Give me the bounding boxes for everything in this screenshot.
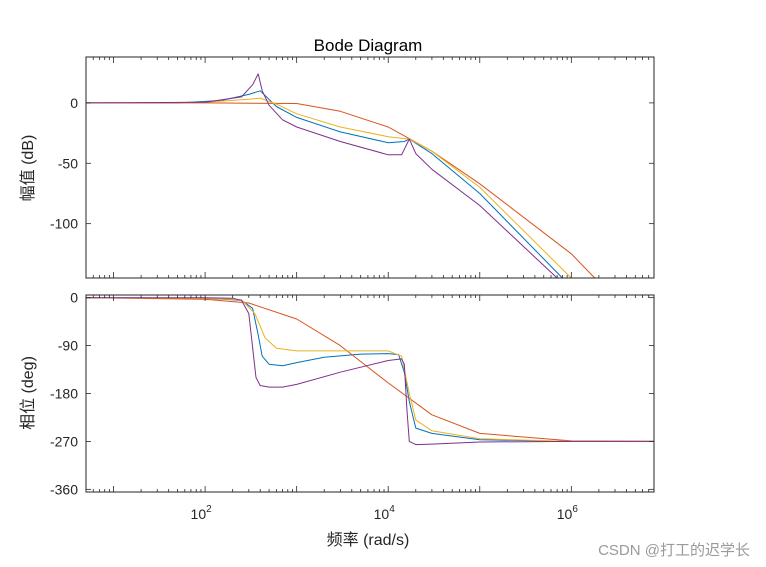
phase-ytick-label: 0 [70, 290, 78, 306]
magnitude-series-group [86, 73, 596, 278]
magnitude-ytick-label: -50 [58, 155, 78, 171]
magnitude-axes-frame [85, 56, 655, 279]
x-tick-label: 104 [374, 504, 396, 522]
phase-ylabel: 相位 (deg) [19, 356, 37, 430]
phase-ytick-label: -180 [50, 386, 78, 402]
phase-panel: 0 -90 -180 -270 -360 102 104 106 相位 (deg) [19, 290, 655, 522]
x-tick-label: 106 [557, 504, 579, 522]
phase-series-group [86, 297, 654, 446]
phase-ytick-label: -360 [50, 481, 78, 497]
magnitude-ytick-label: -100 [50, 216, 78, 232]
magnitude-ylabel: 幅值 (dB) [19, 135, 37, 202]
magnitude-series-line-3 [86, 97, 572, 278]
magnitude-ytick-label: 0 [70, 95, 78, 111]
phase-series-line-3 [86, 297, 654, 442]
magnitude-series-line-4 [86, 73, 558, 278]
watermark: CSDN @打工的迟学长 [598, 542, 750, 559]
magnitude-series-line-2 [86, 102, 596, 278]
phase-axes-frame [85, 294, 655, 493]
chart-title: Bode Diagram [314, 36, 423, 55]
x-tick-label: 102 [191, 504, 213, 522]
phase-ytick-label: -90 [58, 338, 78, 354]
phase-ytick-label: -270 [50, 433, 78, 449]
magnitude-panel: 0 -50 -100 幅值 (dB) [19, 56, 655, 279]
phase-series-line-4 [86, 297, 654, 446]
x-axis-label: 频率 (rad/s) [327, 531, 410, 549]
phase-series-line-2 [86, 297, 654, 442]
